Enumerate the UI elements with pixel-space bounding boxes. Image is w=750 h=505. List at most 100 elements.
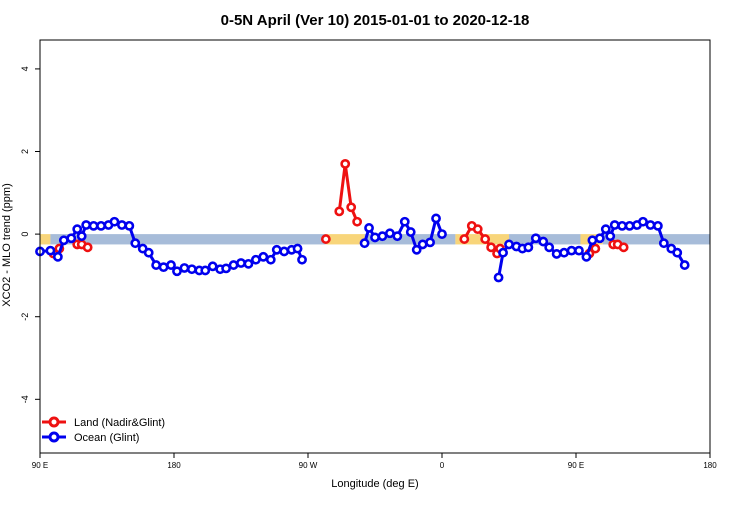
x-tick-label: 0 — [440, 461, 445, 470]
x-axis-label: Longitude (deg E) — [331, 478, 418, 490]
legend-ocean-label: Ocean (Glint) — [74, 432, 139, 444]
data-point — [530, 233, 541, 244]
data-point — [617, 220, 628, 231]
data-point — [486, 242, 497, 253]
data-point — [645, 220, 656, 230]
data-point — [200, 265, 211, 276]
data-point — [523, 242, 534, 253]
y-axis-label: XCO2 - MLO trend (ppm) — [1, 183, 13, 306]
band-segment-ocean — [364, 234, 456, 245]
data-point — [297, 254, 307, 265]
data-point — [658, 238, 669, 249]
data-point — [605, 231, 616, 242]
data-point — [76, 231, 87, 242]
data-point — [609, 220, 620, 230]
data-point — [88, 220, 99, 231]
data-point — [498, 247, 508, 258]
data-point — [143, 247, 154, 258]
data-point — [179, 263, 190, 273]
data-point — [551, 249, 562, 259]
x-axis: 90 E 180 90 W 0 90 E 180 — [32, 453, 717, 470]
data-point — [594, 233, 605, 244]
x-tick-label: 90 E — [568, 461, 584, 470]
data-point — [566, 245, 577, 256]
data-point — [399, 216, 410, 227]
data-point — [392, 231, 403, 242]
legend-ocean-marker — [48, 431, 60, 443]
chart-title: 0-5N April (Ver 10) 2015-01-01 to 2020-1… — [221, 12, 530, 29]
y-tick-label: 0 — [20, 232, 30, 237]
data-point — [158, 262, 169, 273]
data-point — [265, 254, 276, 265]
data-point — [279, 246, 290, 257]
data-point — [538, 236, 549, 247]
data-point — [186, 264, 197, 275]
data-point — [544, 242, 555, 253]
data-point — [364, 223, 374, 233]
data-point — [109, 216, 120, 227]
data-point — [66, 233, 77, 244]
band-segment-ocean — [50, 234, 326, 245]
data-point — [228, 260, 239, 270]
data-point — [638, 216, 648, 227]
data-point — [96, 220, 106, 231]
data-point — [292, 243, 303, 254]
data-point — [45, 245, 56, 256]
data-point — [166, 260, 176, 270]
data-point — [370, 232, 380, 243]
data-point — [411, 244, 422, 255]
data-point — [320, 234, 331, 244]
legend: Land (Nadir&Glint) Ocean (Glint) — [42, 416, 165, 444]
data-point — [472, 224, 483, 235]
data-point — [334, 206, 345, 217]
data-point — [459, 234, 470, 244]
data-point — [587, 235, 598, 246]
data-point — [652, 220, 663, 231]
data-point — [504, 239, 514, 250]
band-segment-land — [325, 234, 365, 245]
data-point — [581, 251, 592, 262]
data-point — [425, 237, 435, 248]
data-point — [672, 247, 683, 258]
data-point — [405, 227, 416, 237]
data-point — [82, 242, 93, 253]
band-segment-land — [40, 234, 51, 245]
data-point — [384, 228, 395, 239]
x-tick-label: 90 E — [32, 461, 48, 470]
data-point — [116, 220, 127, 230]
data-point — [151, 260, 162, 270]
legend-land-marker — [48, 416, 60, 428]
x-tick-label: 180 — [167, 461, 181, 470]
y-tick-label: -2 — [20, 313, 30, 321]
data-point — [417, 239, 428, 250]
band-segment-ocean — [602, 234, 710, 245]
data-point — [221, 263, 232, 274]
legend-land-label: Land (Nadir&Glint) — [74, 417, 165, 429]
data-point — [340, 158, 351, 169]
data-point — [81, 220, 92, 230]
data-point — [72, 224, 83, 235]
x-tick-label: 90 W — [299, 461, 318, 470]
data-point — [271, 244, 282, 255]
data-point — [346, 202, 357, 213]
y-tick-label: 2 — [20, 149, 30, 154]
data-point — [236, 258, 246, 268]
data-point — [618, 242, 629, 253]
series-line — [337, 162, 359, 223]
series-layer — [35, 158, 690, 283]
data-point — [480, 234, 491, 244]
data-point — [431, 213, 441, 224]
x-tick-label: 180 — [703, 461, 717, 470]
y-tick-label: 4 — [20, 66, 30, 71]
data-point — [679, 260, 690, 270]
data-point — [493, 272, 504, 283]
data-point — [624, 220, 635, 231]
data-point — [52, 251, 63, 262]
data-point — [250, 254, 261, 265]
data-point — [437, 229, 447, 240]
y-tick-label: -4 — [20, 395, 30, 403]
data-point — [124, 220, 135, 231]
data-point — [243, 258, 254, 269]
data-point — [377, 231, 388, 242]
